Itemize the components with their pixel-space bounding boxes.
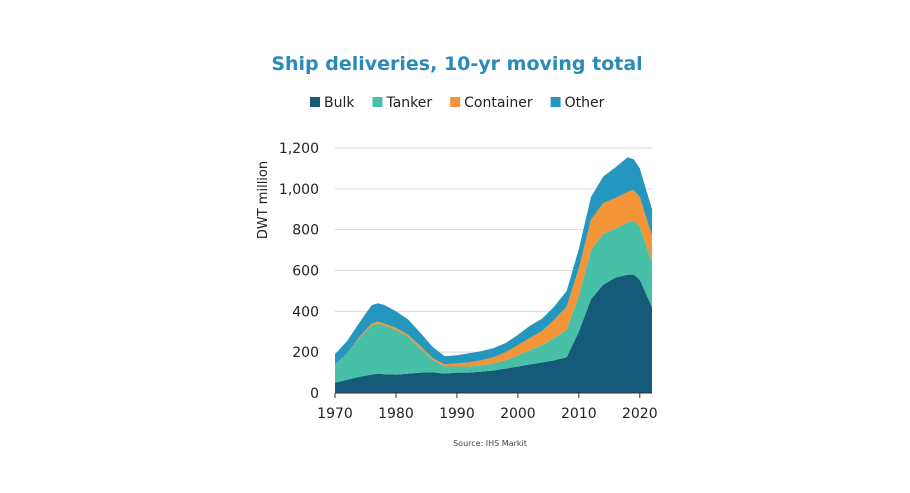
plot-area xyxy=(335,157,652,393)
x-tick-label: 2020 xyxy=(622,406,658,422)
x-tick-label: 1980 xyxy=(378,406,414,422)
legend-label-tanker: Tanker xyxy=(385,95,432,111)
legend-swatch-tanker xyxy=(372,97,383,107)
x-tick-label: 2010 xyxy=(561,406,597,422)
axes: 1970 1980 1990 2000 2010 2020 xyxy=(317,392,658,422)
legend-swatch-bulk xyxy=(310,97,320,107)
y-tick-label: 1,000 xyxy=(279,182,319,198)
x-tick-label: 1970 xyxy=(317,406,353,422)
legend-label-container: Container xyxy=(464,95,533,111)
legend: Bulk Tanker Container Other xyxy=(310,95,605,111)
y-axis-label: DWT million xyxy=(256,161,271,239)
area-bulk xyxy=(335,274,652,393)
legend-label-other: Other xyxy=(565,95,605,111)
legend-swatch-other xyxy=(550,97,561,107)
legend-swatch-container xyxy=(450,97,461,107)
y-tick-label: 400 xyxy=(292,304,319,320)
y-tick-label: 200 xyxy=(292,345,319,361)
y-tick-label: 0 xyxy=(310,386,319,402)
chart-title: Ship deliveries, 10-yr moving total xyxy=(271,53,642,75)
x-tick-label: 1990 xyxy=(439,406,475,422)
source-note: Source: IHS Markit xyxy=(453,439,527,448)
area-tanker xyxy=(335,220,652,383)
legend-label-bulk: Bulk xyxy=(324,95,355,111)
y-tick-label: 1,200 xyxy=(279,141,319,157)
y-tick-label: 600 xyxy=(292,264,319,280)
y-tick-label: 800 xyxy=(292,223,319,239)
x-tick-label: 2000 xyxy=(500,406,536,422)
area-other xyxy=(335,157,652,365)
area-container xyxy=(335,189,652,367)
